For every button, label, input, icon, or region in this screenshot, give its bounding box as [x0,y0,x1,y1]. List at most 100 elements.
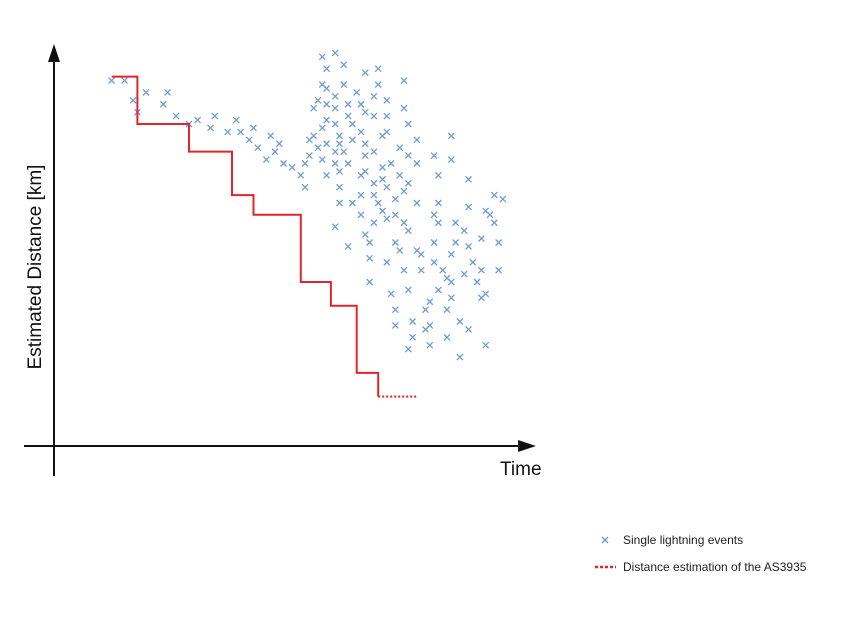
scatter-point [396,246,404,254]
scatter-point [336,132,343,140]
scatter-point [357,191,365,199]
scatter-point [379,163,386,171]
scatter-point [361,108,369,116]
legend-x-mark [601,536,609,544]
scatter-point [142,88,150,96]
scatter-point [383,258,391,266]
scatter-point [443,306,451,314]
scatter-point [361,140,369,148]
scatter-point [383,128,391,136]
scatter-point [353,88,361,96]
x-axis-label: Time [500,459,542,480]
scatter-point [370,179,378,187]
scatter-point [404,152,412,160]
scatter-point [336,199,343,207]
scatter-point [310,132,318,140]
scatter-point [413,199,421,207]
scatter-point [430,211,438,219]
scatter-point [340,81,348,88]
scatter-point [323,100,331,108]
scatter-point [121,77,128,85]
scatter-point [482,341,490,349]
scatter-point [348,199,356,207]
scatter-point [383,96,391,104]
scatter-point [129,96,137,104]
scatter-point [370,191,378,199]
scatter-point [194,116,202,124]
scatter-point [387,290,395,298]
scatter-point [434,171,442,179]
scatter-point [336,140,343,148]
scatter-point [361,69,369,77]
scatter-point [452,239,460,246]
scatter-point [331,120,339,128]
scatter-point [275,140,283,148]
scatter-point [404,120,412,128]
scatter-point [370,112,378,120]
scatter-point [366,254,374,262]
scatter-series [108,49,507,361]
scatter-point [430,152,438,160]
scatter-point [400,187,408,195]
scatter-point [447,156,455,164]
scatter-point [477,266,485,274]
scatter-point [357,100,365,108]
scatter-point [447,250,455,258]
scatter-point [383,183,391,191]
scatter-point [426,321,434,329]
scatter-point [331,148,339,156]
scatter-point [280,160,288,167]
scatter-point [417,266,425,274]
scatter-point [357,128,365,136]
scatter-point [318,53,326,61]
scatter-point [344,242,352,250]
scatter-point [456,353,464,361]
scatter-point [443,333,451,341]
scatter-point [400,219,408,227]
scatter-point [379,207,386,215]
scatter-point [383,112,391,120]
scatter-point [374,65,382,73]
scatter-point [391,306,399,314]
scatter-point [370,92,378,100]
scatter-point [301,183,309,191]
scatter-point [331,104,339,112]
scatter-point [288,163,296,171]
scatter-point [391,321,399,329]
scatter-point [224,128,232,136]
scatter-point [417,250,425,258]
scatter-point [404,345,412,353]
scatter-point [361,152,369,160]
scatter-point [318,156,326,164]
scatter-point [323,116,331,124]
scatter-point [245,136,253,144]
scatter-point [452,219,460,227]
scatter-point [447,132,455,140]
scatter-point [422,306,429,314]
scatter-point [391,211,399,219]
scatter-point [340,61,348,69]
scatter-point [379,175,386,183]
scatter-point [301,160,309,167]
scatter-point [426,341,434,349]
scatter-point [336,167,343,175]
y-axis-label: Estimated Distance [km] [25,165,46,370]
scatter-point [465,325,472,333]
scatter-point [323,84,331,92]
scatter-point [469,258,477,266]
scatter-point [323,140,331,148]
scatter-point [366,278,374,286]
scatter-point [348,136,356,144]
scatter-point [361,167,369,175]
scatter-point [374,81,382,88]
scatter-point [207,124,214,132]
scatter-point [211,112,219,120]
scatter-point [490,219,498,227]
scatter-point [108,77,116,85]
legend-label-events: Single lightning events [623,533,743,547]
scatter-point [482,290,490,298]
scatter-point [314,96,322,104]
scatter-point [357,211,365,219]
scatter-point [331,92,339,100]
scatter-point [237,128,245,136]
